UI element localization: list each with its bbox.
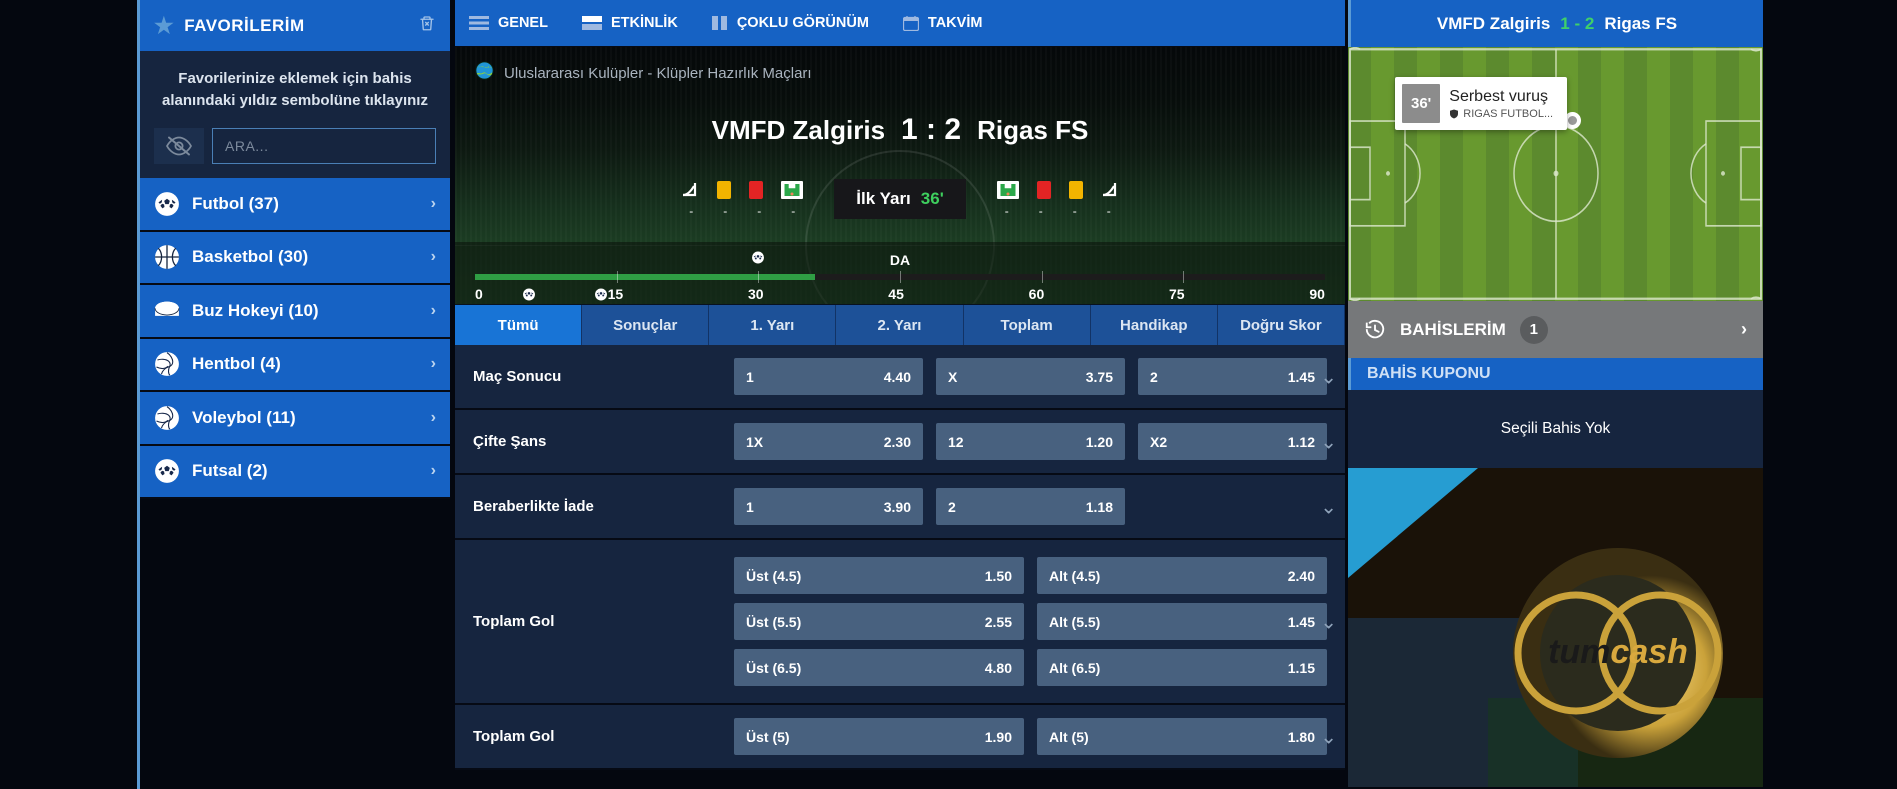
svg-text:tumcash: tumcash <box>1548 633 1688 671</box>
